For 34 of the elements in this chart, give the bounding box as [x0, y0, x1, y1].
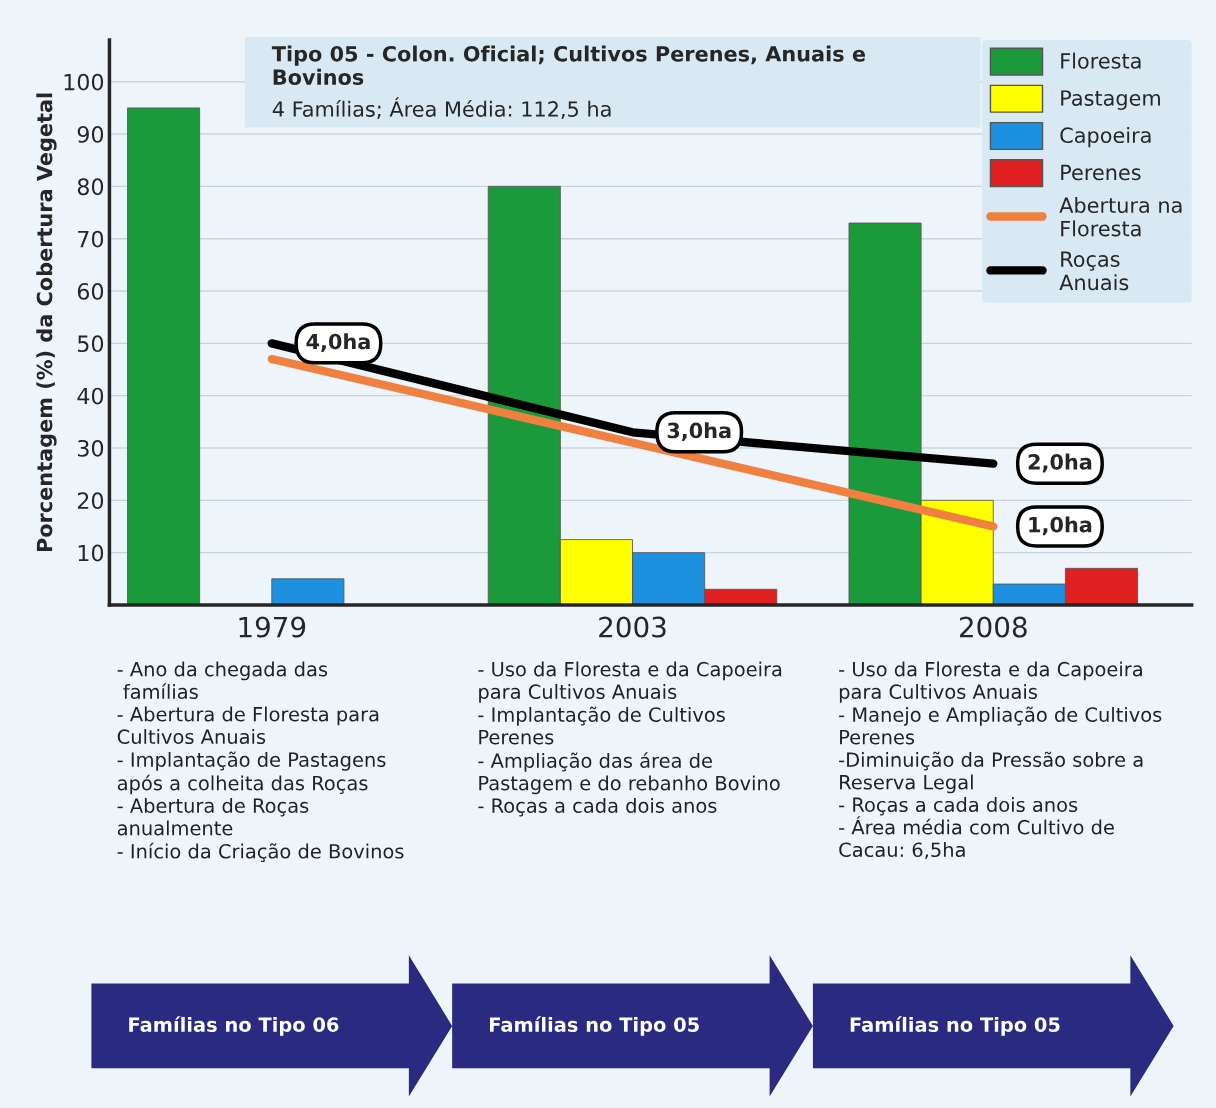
- x-tick-label: 1979: [239, 616, 306, 638]
- y-tick-label: 70: [78, 230, 104, 248]
- y-axis-title: Porcentagem (%) da Cobertura Vegetal: [36, 93, 57, 552]
- text: 4 Famílias; Área Média: 112,5 ha: [272, 97, 611, 120]
- annotation: 2,0ha: [1028, 453, 1092, 473]
- y-tick-label: 80: [77, 178, 104, 196]
- annotation: 3,0ha: [667, 422, 731, 442]
- legend-label: Abertura na Floresta: [1059, 196, 1182, 237]
- legend-label: Perenes: [1061, 164, 1141, 181]
- y-tick-label: 90: [77, 126, 104, 143]
- annotation: 4,0ha: [306, 333, 370, 353]
- x-tick-label: 2003: [599, 616, 666, 638]
- text: Tipo 05 - Colon. Oficial; Cultivos Perenes, Anuais e Bovinos: [271, 45, 865, 85]
- y-tick-label: 30: [78, 439, 104, 457]
- y-tick-label: 40: [77, 387, 104, 405]
- text: Famílias no Tipo 05: [490, 1016, 699, 1036]
- legend-label: Floresta: [1061, 52, 1141, 69]
- annotation: 1,0ha: [1029, 516, 1092, 536]
- text: Famílias no Tipo 05: [850, 1016, 1060, 1036]
- y-tick-label: 10: [78, 544, 104, 562]
- y-tick-label: 100: [64, 73, 104, 91]
- text: - Uso da Floresta e da Capoeira para Cultivos Anuais - Manejo e Ampliação de Cultivos Perenes -Diminuição da Pressão sobre a Reserva Legal - Roças a cada dois anos - Área média com Cultivo de Cacau: 6,5ha: [839, 661, 1162, 860]
- text: Famílias no Tipo 06: [129, 1016, 339, 1036]
- legend-label: Pastagem: [1061, 90, 1160, 110]
- y-tick-label: 60: [77, 282, 104, 300]
- bar: [271, 578, 345, 605]
- legend-label: Capoeira: [1060, 126, 1151, 148]
- text: - Ano da chegada das famílias - Abertura de Floresta para Cultivos Anuais - Implantação de Pastagens após a colheita das Roças - Abertura de Roças anualmente - Início da Criação de Bovinos: [117, 661, 404, 863]
- y-tick-label: 20: [77, 492, 104, 510]
- y-tick-label: 50: [78, 335, 104, 353]
- bar: [127, 107, 201, 605]
- x-tick-label: 2008: [959, 616, 1027, 638]
- legend-label: Roças Anuais: [1059, 251, 1129, 291]
- text: - Uso da Floresta e da Capoeira para Cultivos Anuais - Implantação de Cultivos Perenes - Ampliação das área de Pastagem e do rebanho Bovino - Roças a cada dois anos: [478, 661, 782, 817]
